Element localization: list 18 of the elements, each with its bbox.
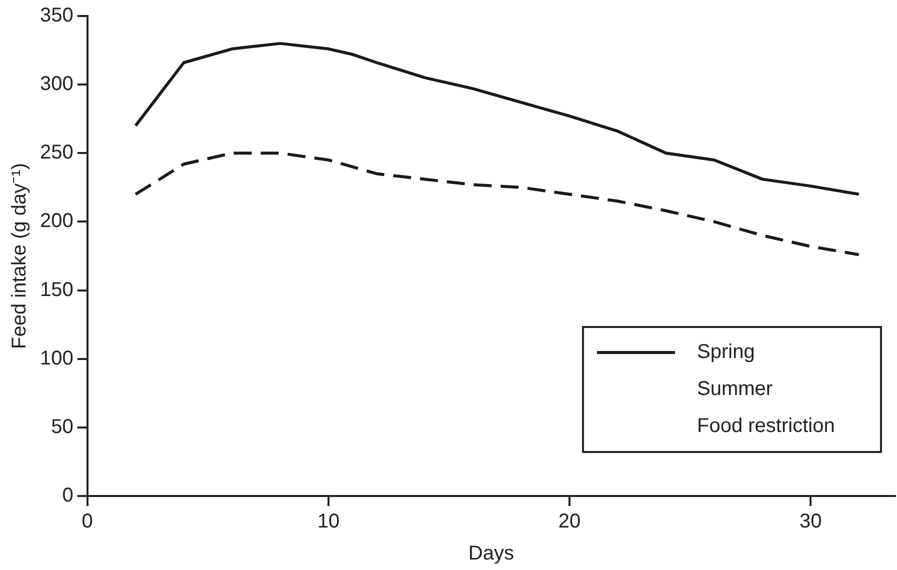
x-tick-label: 30 xyxy=(799,510,822,533)
y-tick-label: 250 xyxy=(40,142,74,164)
y-tick-label: 0 xyxy=(62,484,74,507)
y-axis-title: Feed intake (g day⁻¹) xyxy=(8,163,31,349)
x-axis-title: Days xyxy=(468,542,514,565)
x-tick-label: 20 xyxy=(558,510,581,533)
y-tick-label: 100 xyxy=(40,347,74,370)
y-tick-label: 150 xyxy=(40,278,74,301)
legend-label: Spring xyxy=(697,341,755,364)
annotation: Summer xyxy=(697,378,773,400)
x-tick-label: 0 xyxy=(82,510,93,533)
y-tick-label: 50 xyxy=(51,416,74,438)
x-tick-label: 10 xyxy=(317,510,340,533)
y-tick-label: 300 xyxy=(40,73,74,96)
y-tick-label: 350 xyxy=(40,4,74,27)
y-tick-label: 200 xyxy=(40,210,74,232)
annotation: Food restriction xyxy=(697,415,835,438)
line-series xyxy=(134,152,860,256)
